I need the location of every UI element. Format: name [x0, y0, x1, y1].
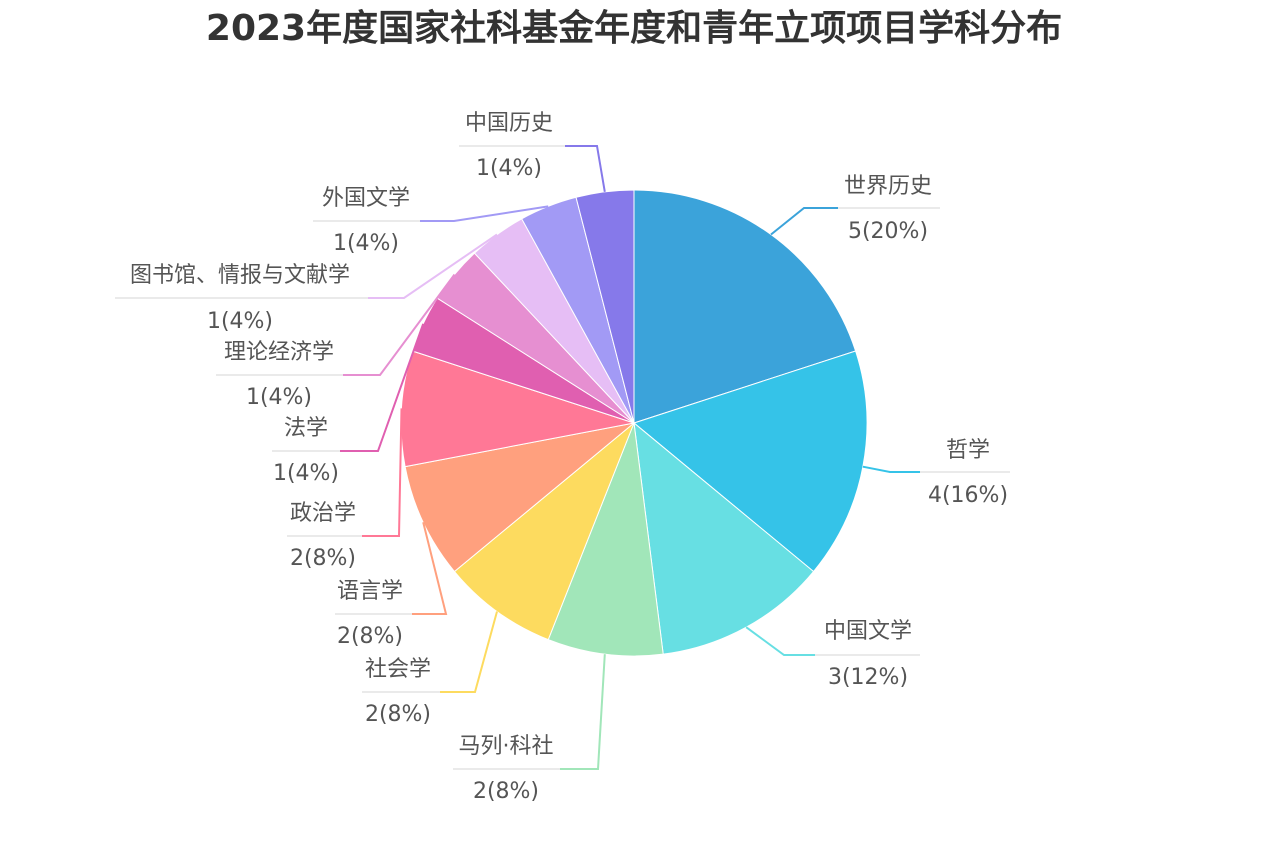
slice-label: 哲学: [946, 438, 990, 463]
slice-label: 图书馆、情报与文献学: [130, 263, 350, 288]
slice-value: 2(8%): [365, 702, 431, 727]
slice-label: 马列·科社: [459, 734, 554, 759]
slice-label: 世界历史: [844, 174, 932, 199]
leader-line: [362, 408, 403, 537]
slice-value: 1(4%): [246, 385, 312, 410]
pie-slice[interactable]: [547, 422, 664, 657]
pie-slice[interactable]: [632, 350, 868, 573]
leader-line: [862, 465, 920, 473]
slice-label: 理论经济学: [224, 340, 334, 365]
slices-layer: [400, 189, 868, 657]
slice-label: 中国历史: [465, 111, 553, 136]
chart-title: 2023年度国家社科基金年度和青年立项项目学科分布: [206, 7, 1062, 49]
slice-value: 5(20%): [848, 219, 928, 244]
pie-slice[interactable]: [575, 189, 635, 424]
labels-layer: 世界历史 5(20%) 哲学 4(16%) 中国文学 3(12%) 马列·科社 2(8%) 社会…: [115, 111, 1010, 804]
slice-value: 2(8%): [473, 779, 539, 804]
slice-value: 2(8%): [337, 624, 403, 649]
leader-line: [340, 323, 425, 452]
slice-label: 语言学: [337, 579, 403, 604]
slice-value: 1(4%): [207, 309, 273, 334]
leader-line: [440, 611, 498, 693]
slice-label: 政治学: [290, 501, 356, 526]
slice-value: 3(12%): [828, 665, 908, 690]
slice-value: 4(16%): [928, 483, 1008, 508]
slice-value: 1(4%): [476, 156, 542, 181]
slice-label: 社会学: [365, 657, 431, 682]
slice-label: 外国文学: [322, 186, 410, 211]
leader-line: [745, 626, 815, 656]
slice-value: 1(4%): [333, 231, 399, 256]
leader-line: [565, 145, 606, 192]
slice-label: 中国文学: [824, 619, 912, 644]
leader-line: [368, 233, 498, 299]
leader-line: [343, 273, 456, 376]
slice-value: 1(4%): [273, 461, 339, 486]
slice-label: 法学: [284, 416, 328, 441]
leader-line: [420, 205, 549, 222]
leader-line: [412, 521, 448, 615]
slice-value: 2(8%): [290, 546, 356, 571]
pie-slice[interactable]: [633, 189, 857, 424]
leader-line: [560, 654, 606, 770]
leader-line: [770, 207, 838, 236]
pie-slice[interactable]: [453, 422, 635, 641]
